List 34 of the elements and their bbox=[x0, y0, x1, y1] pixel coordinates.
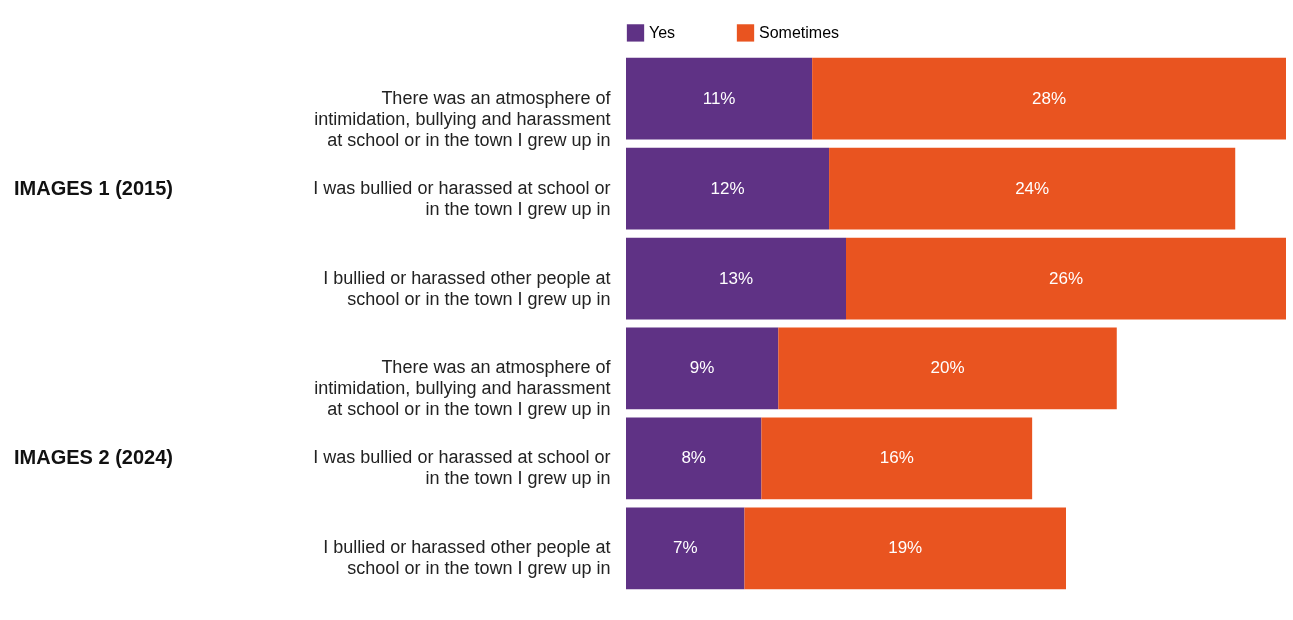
y-tick-label: I bullied or harassed other people at school or in the town I grew up in bbox=[323, 267, 611, 309]
bar bbox=[761, 417, 1033, 500]
bar bbox=[626, 237, 846, 320]
data-label: 19% bbox=[888, 538, 923, 558]
y-tick-label: I was bullied or harassed at school or in the town I grew up in bbox=[313, 447, 611, 489]
bar bbox=[744, 507, 1066, 590]
text: IMAGES 2 (2024) bbox=[14, 446, 173, 469]
data-label: 11% bbox=[702, 88, 736, 108]
y-tick-label: There was an atmosphere of intimidation, bullying and harassment at school or in the town I grew up in bbox=[314, 357, 612, 420]
bar bbox=[626, 327, 779, 410]
bar bbox=[829, 147, 1236, 230]
bar bbox=[778, 327, 1117, 410]
data-label: 12% bbox=[710, 178, 745, 198]
data-label: 7% bbox=[672, 538, 698, 558]
data-label: 20% bbox=[930, 358, 965, 378]
bar bbox=[626, 57, 813, 140]
bar bbox=[626, 417, 762, 500]
text: IMAGES 1 (2015) bbox=[14, 176, 173, 199]
data-label: 28% bbox=[1032, 88, 1067, 108]
legend-label: Sometimes bbox=[759, 23, 840, 41]
data-label: 24% bbox=[1015, 178, 1050, 198]
bar bbox=[812, 57, 1286, 140]
y-tick-label: I was bullied or harassed at school or in the town I grew up in bbox=[313, 177, 611, 219]
data-label: 13% bbox=[718, 268, 754, 288]
data-label: 16% bbox=[879, 448, 914, 468]
bar bbox=[626, 507, 745, 590]
data-label: 8% bbox=[681, 448, 706, 468]
bar bbox=[846, 237, 1286, 320]
y-tick-label: I bullied or harassed other people at school or in the town I grew up in bbox=[323, 537, 611, 579]
bar bbox=[626, 147, 830, 230]
legend-label: Yes bbox=[649, 23, 676, 41]
y-tick-label: There was an atmosphere of intimidation, bullying and harassment at school or in the town I grew up in bbox=[314, 87, 612, 150]
data-label: 26% bbox=[1048, 268, 1084, 288]
data-label: 9% bbox=[689, 358, 715, 378]
